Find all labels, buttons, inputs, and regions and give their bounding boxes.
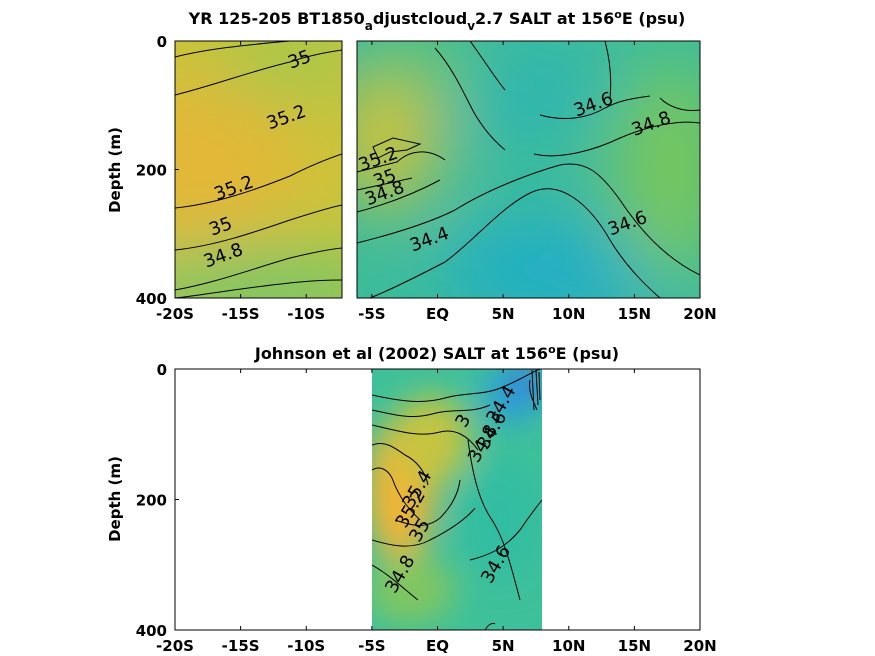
- contour-line: [175, 247, 342, 291]
- bottom-field: [372, 369, 542, 630]
- top-contours-right: [357, 41, 700, 298]
- x-tick-label: 15N: [618, 637, 651, 655]
- contour-line: [533, 121, 700, 157]
- contour-line: [175, 49, 342, 96]
- y-tick-label: 200: [136, 162, 167, 180]
- top-field-right: [357, 41, 700, 298]
- y-tick-label: 400: [136, 290, 167, 308]
- x-tick-label: 10N: [552, 305, 585, 323]
- contour-line: [434, 47, 506, 151]
- bottom-y-axis-label: Depth (m): [106, 456, 124, 542]
- top-panel-title: YR 125-205 BT1850adjustcloudv2.7 SALT at…: [188, 8, 686, 33]
- contour-line: [659, 97, 700, 111]
- x-tick-label: EQ: [426, 637, 449, 655]
- bottom-panel-title: Johnson et al (2002) SALT at 156oE (psu): [254, 343, 619, 363]
- x-tick-label: -10S: [287, 305, 325, 323]
- top-axes-right: [356, 40, 701, 299]
- contour-line: [372, 424, 479, 451]
- x-tick-label: -20S: [156, 637, 194, 655]
- top-y-axis-label: Depth (m): [106, 127, 124, 213]
- x-tick-label: EQ: [426, 305, 449, 323]
- contour-line: [604, 41, 612, 99]
- bottom-y-ticks: 0 200 400: [136, 361, 179, 640]
- x-tick-label: -15S: [222, 305, 260, 323]
- x-tick-label: 10N: [552, 637, 585, 655]
- top-panel: YR 125-205 BT1850adjustcloudv2.7 SALT at…: [106, 8, 717, 323]
- contour-line: [372, 442, 429, 486]
- contour-line: [469, 41, 506, 91]
- y-tick-label: 200: [136, 492, 167, 510]
- contour-line: [467, 439, 521, 601]
- x-tick-label: 5N: [492, 637, 515, 655]
- y-tick-label: 0: [157, 361, 167, 379]
- y-tick-label: 400: [136, 622, 167, 640]
- contour-line: [372, 137, 422, 159]
- bottom-contours: [372, 369, 542, 630]
- x-tick-label: -20S: [156, 305, 194, 323]
- contour-line: [372, 564, 419, 601]
- bottom-panel: Johnson et al (2002) SALT at 156oE (psu): [106, 343, 717, 655]
- x-tick-label: -10S: [287, 637, 325, 655]
- top-y-ticks: 0 200 400: [136, 33, 179, 308]
- top-x-ticks: -20S -15S -10S -5S EQ 5N 10N 15N 20N: [156, 41, 717, 323]
- contour-line: [372, 507, 476, 547]
- contour-line: [372, 369, 541, 402]
- x-tick-label: -15S: [222, 637, 260, 655]
- x-tick-label: 5N: [492, 305, 515, 323]
- x-tick-label: -5S: [358, 305, 385, 323]
- bottom-x-ticks: -20S -15S -10S -5S EQ 5N 10N 15N 20N: [156, 369, 717, 655]
- contour-line: [357, 177, 413, 191]
- contour-line: [372, 467, 421, 521]
- contour-line: [175, 279, 342, 298]
- x-tick-label: -5S: [358, 637, 385, 655]
- contour-line: [539, 95, 651, 120]
- contour-line: [369, 188, 661, 298]
- contour-line: [394, 479, 461, 526]
- x-tick-label: 20N: [683, 637, 716, 655]
- top-gap-mask: [343, 38, 356, 302]
- contour-line: [469, 499, 542, 561]
- contour-line: [372, 404, 491, 417]
- contour-line: [357, 179, 441, 213]
- contour-line: [175, 153, 342, 209]
- contour-line: [484, 622, 496, 630]
- x-tick-label: 20N: [683, 305, 716, 323]
- contour-line: [175, 204, 342, 251]
- contour-line: [357, 151, 446, 173]
- x-tick-label: 15N: [618, 305, 651, 323]
- contour-line: [529, 369, 541, 411]
- contour-line: [357, 163, 700, 276]
- y-tick-label: 0: [157, 33, 167, 51]
